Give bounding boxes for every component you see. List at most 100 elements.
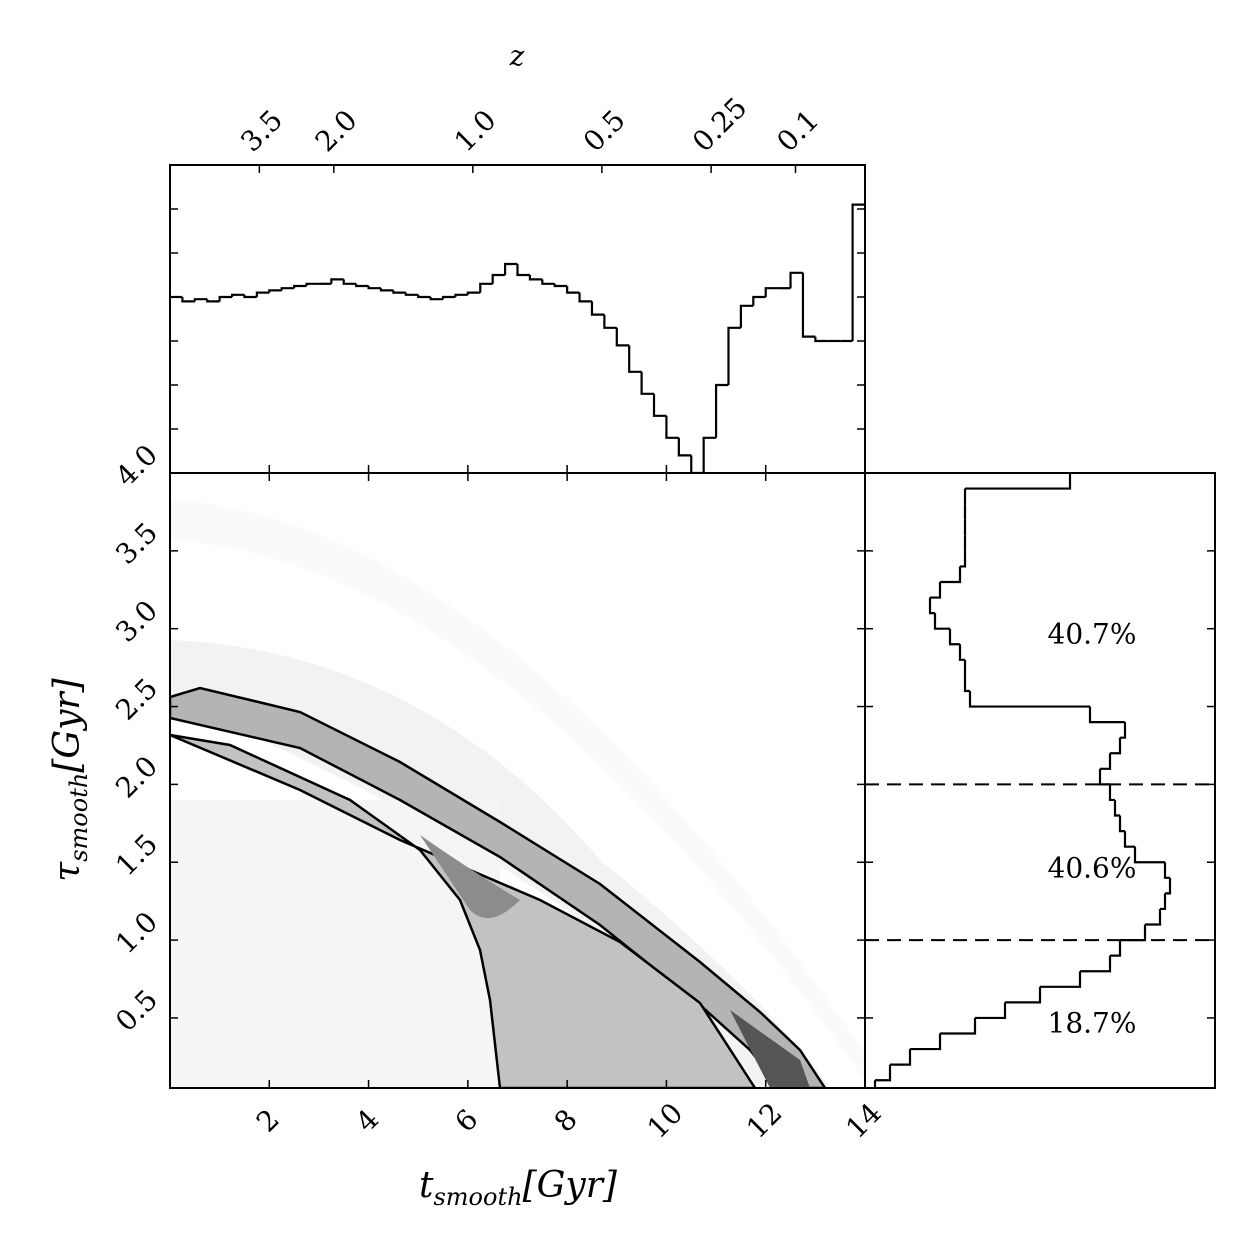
hist-step: [330, 278, 344, 284]
right-histogram: [873, 473, 1172, 1088]
hist-step: [1088, 706, 1125, 724]
hist-step: [727, 326, 741, 385]
hist-step: [528, 275, 543, 281]
hist-step: [1123, 831, 1135, 848]
hist-step: [1133, 846, 1165, 864]
hist-step: [968, 690, 1090, 708]
hist-step: [910, 1033, 942, 1051]
hist-step: [305, 282, 319, 286]
hist-step: [218, 295, 233, 302]
y-tick-label: 1.5: [109, 827, 164, 882]
hist-step: [958, 644, 965, 661]
hist-step: [1080, 955, 1112, 973]
hist-step: [379, 288, 394, 292]
hist-step: [764, 287, 779, 297]
top-tick-label: 2.0: [309, 103, 364, 158]
annotation: 18.7%: [1048, 1007, 1137, 1040]
x-tick-label: 14: [839, 1096, 888, 1145]
hist-step: [230, 293, 245, 297]
y-tick-label: 2.0: [109, 750, 164, 805]
hist-step: [466, 291, 481, 295]
hist-step: [940, 566, 962, 584]
y-tick-label: 4.0: [109, 438, 164, 493]
density-map: [170, 500, 865, 1088]
hist-step: [1108, 784, 1115, 802]
hist-step: [441, 295, 456, 300]
hist-step: [963, 675, 970, 693]
hist-step: [640, 371, 655, 395]
density-core: [420, 835, 520, 918]
hist-step: [940, 1017, 977, 1035]
x-tick-label: 2: [250, 1103, 286, 1139]
hist-step: [1120, 722, 1127, 739]
hist-step: [255, 291, 270, 297]
hist-step: [652, 393, 667, 417]
hist-step: [206, 299, 220, 303]
hist-step: [975, 1002, 1007, 1020]
hist-step: [1160, 893, 1167, 911]
top-panel-frame: [169, 164, 866, 474]
hist-step: [1145, 908, 1162, 926]
hist-step: [491, 273, 506, 284]
hist-step: [789, 271, 803, 289]
x-tick-label: 12: [740, 1096, 789, 1145]
hist-step: [928, 597, 935, 615]
top-tick-label: 0.25: [686, 91, 753, 158]
annotation: 40.7%: [1048, 618, 1137, 651]
hist-step: [429, 297, 444, 301]
hist-step: [181, 297, 195, 303]
hist-step: [293, 284, 307, 289]
hist-step: [193, 298, 208, 302]
y-axis-label-group: τsmooth[Gyr]: [47, 677, 93, 881]
top-axis-label: z: [509, 40, 525, 73]
hist-step: [355, 283, 369, 288]
y-tick-label: 1.0: [109, 905, 164, 960]
hist-step: [714, 383, 729, 438]
hist-step: [590, 301, 605, 316]
hist-step: [566, 286, 580, 294]
x-tick-label: 6: [448, 1103, 484, 1139]
x-axis-label: tsmooth[Gyr]: [419, 1165, 618, 1211]
hist-step: [1110, 737, 1122, 755]
hist-step: [1113, 799, 1120, 817]
hist-step: [1118, 815, 1125, 833]
hist-step: [933, 613, 950, 630]
hist-step: [739, 304, 754, 328]
hist-step: [851, 203, 865, 341]
y-tick-label: 0.5: [109, 983, 164, 1038]
density-halo: [170, 800, 500, 1088]
hist-step: [404, 292, 419, 296]
y-tick-label: 2.5: [109, 672, 164, 727]
hist-step: [1040, 971, 1082, 988]
top-tick-label: 0.5: [577, 103, 632, 158]
hist-step: [1110, 940, 1122, 957]
hist-step: [342, 279, 357, 285]
hist-step: [665, 415, 679, 439]
hist-step: [280, 287, 295, 291]
hist-step: [690, 455, 704, 473]
hist-step: [873, 1080, 877, 1088]
hist-step: [948, 628, 960, 646]
x-tick-label: 10: [641, 1096, 690, 1145]
annotation: 40.6%: [1048, 852, 1137, 885]
hist-step: [454, 293, 468, 297]
hist-step: [1163, 862, 1170, 879]
hist-step: [541, 279, 555, 285]
hist-step: [702, 436, 717, 473]
hist-step: [417, 294, 431, 299]
hist-step: [503, 262, 518, 275]
hist-step: [243, 294, 257, 299]
density-core: [730, 1010, 810, 1088]
right-panel-frame: [864, 472, 1216, 1089]
hist-step: [1005, 986, 1042, 1004]
hist-step: [752, 295, 766, 306]
hist-step: [801, 272, 816, 338]
hist-step: [890, 1049, 912, 1066]
hist-step: [1098, 768, 1110, 786]
hist-step: [965, 473, 1072, 490]
hist-step: [1165, 877, 1172, 895]
hist-step: [677, 437, 692, 457]
hist-step: [628, 345, 642, 373]
top-tick-label: 0.1: [770, 103, 825, 158]
